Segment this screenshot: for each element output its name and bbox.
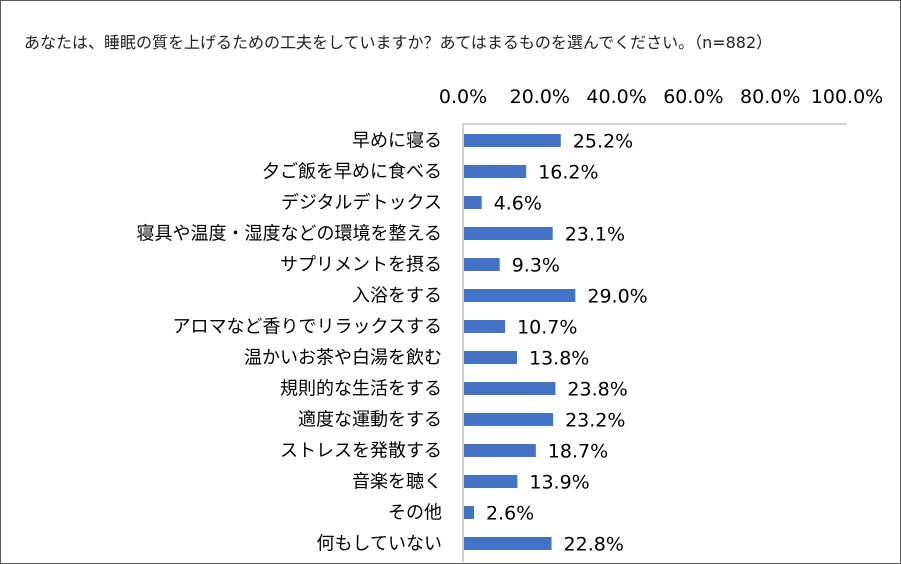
bar	[464, 382, 556, 395]
x-tick-label: 0.0%	[439, 86, 487, 108]
data-label: 23.2%	[565, 410, 625, 432]
data-label: 18.7%	[548, 441, 608, 463]
data-label: 4.6%	[494, 193, 542, 215]
bar	[464, 134, 561, 147]
bar	[464, 351, 517, 364]
category-label: ストレスを発散する	[280, 441, 442, 462]
x-tick-label: 20.0%	[510, 86, 570, 108]
category-label: アロマなど香りでリラックスする	[173, 317, 442, 338]
category-label: 音楽を聴く	[352, 472, 442, 493]
x-tick-label: 100.0%	[811, 86, 883, 108]
bar	[464, 258, 500, 271]
data-label: 9.3%	[512, 255, 560, 277]
data-label: 23.1%	[565, 224, 625, 246]
bar	[464, 196, 482, 209]
x-tick-label: 80.0%	[740, 86, 800, 108]
bar	[464, 413, 554, 426]
bar	[464, 444, 536, 457]
x-tick-label: 60.0%	[663, 86, 723, 108]
bar	[464, 475, 518, 488]
data-label: 13.9%	[529, 472, 589, 494]
data-label: 22.8%	[564, 534, 624, 556]
data-label: 10.7%	[517, 317, 577, 339]
category-label: 何もしていない	[317, 534, 442, 555]
category-label: 早めに寝る	[352, 131, 442, 152]
bar	[464, 165, 527, 178]
chart-title: あなたは、睡眠の質を上げるための工夫をしていますか？あてはまるものを選んでくださ…	[24, 33, 773, 52]
category-label: サプリメントを摂る	[280, 255, 442, 276]
bar	[464, 506, 474, 519]
category-label: その他	[388, 503, 442, 524]
bar	[464, 227, 553, 240]
category-label: 入浴をする	[352, 286, 442, 307]
data-label: 2.6%	[486, 503, 534, 525]
category-label: 温かいお茶や白湯を飲む	[244, 348, 442, 369]
data-label: 16.2%	[538, 162, 598, 184]
data-label: 25.2%	[573, 131, 633, 153]
data-label: 29.0%	[587, 286, 647, 308]
category-label: デジタルデトックス	[281, 193, 442, 214]
category-label: 規則的な生活をする	[280, 379, 442, 400]
x-tick-label: 40.0%	[586, 86, 646, 108]
data-label: 13.8%	[529, 348, 589, 370]
category-label: 夕ご飯を早めに食べる	[262, 162, 442, 183]
data-label: 23.8%	[567, 379, 627, 401]
bar	[464, 537, 552, 550]
category-label: 適度な運動をする	[298, 410, 442, 431]
category-label: 寝具や温度・湿度などの環境を整える	[137, 224, 442, 245]
bar	[464, 289, 576, 302]
bar	[464, 320, 506, 333]
